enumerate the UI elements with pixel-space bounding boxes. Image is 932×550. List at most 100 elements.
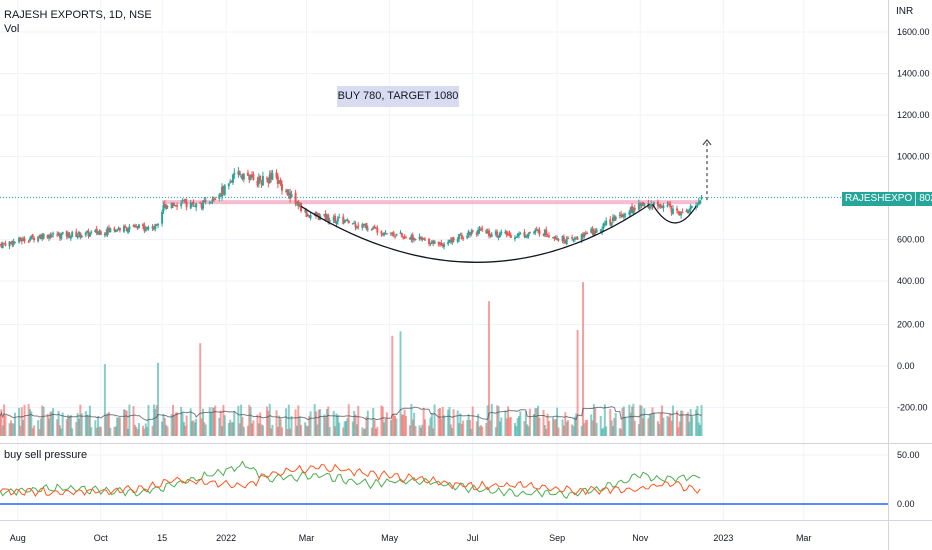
- volume-bar: [601, 428, 604, 436]
- candle-body: [76, 235, 79, 238]
- volume-bar: [343, 421, 346, 436]
- volume-bar: [572, 426, 575, 436]
- volume-bar: [376, 426, 379, 436]
- volume-bar: [71, 428, 74, 436]
- volume-bar: [152, 404, 155, 436]
- candle-body: [437, 241, 440, 244]
- volume-bar: [116, 417, 119, 436]
- volume-bar: [201, 408, 204, 436]
- price-tag-symbol: RAJESHEXPO: [845, 193, 913, 204]
- candle-body: [305, 209, 308, 217]
- candle-body: [518, 233, 520, 236]
- candle-body: [481, 228, 484, 230]
- candle-body: [114, 229, 117, 232]
- candle-body: [289, 192, 292, 199]
- candle-body: [580, 234, 583, 241]
- volume-bar: [3, 404, 6, 436]
- candle-body: [354, 224, 357, 228]
- volume-bar: [69, 415, 72, 436]
- volume-bar: [88, 405, 91, 436]
- candle-body: [633, 208, 636, 210]
- volume-bar: [399, 331, 402, 436]
- candle-body: [409, 237, 412, 239]
- candle-body: [413, 238, 416, 241]
- candle-body: [135, 225, 138, 227]
- indicator-label[interactable]: buy sell pressure: [4, 449, 88, 461]
- candle-body: [294, 192, 297, 204]
- resistance-zone: [162, 200, 702, 205]
- candle-body: [659, 204, 662, 208]
- candle-body: [259, 175, 262, 181]
- volume-bar: [105, 414, 108, 436]
- volume-bar: [505, 418, 508, 436]
- volume-bar: [238, 423, 241, 436]
- candle-body: [486, 231, 489, 234]
- candle-body: [411, 235, 414, 241]
- candle-body: [195, 203, 198, 208]
- candle-body: [542, 234, 545, 236]
- annotation-box[interactable]: BUY 780, TARGET 1080: [337, 86, 459, 107]
- volume-bar: [373, 419, 376, 436]
- candle-body: [497, 235, 500, 238]
- volume-bar: [535, 408, 538, 436]
- volume-bar: [133, 424, 136, 436]
- candle-body: [610, 222, 613, 226]
- volume-label[interactable]: Vol: [4, 23, 20, 35]
- volume-bar: [354, 414, 357, 436]
- candle-body: [105, 232, 108, 234]
- volume-bar: [575, 413, 578, 436]
- candle-body: [275, 172, 278, 178]
- volume-bar: [640, 405, 643, 436]
- candle-body: [290, 194, 293, 198]
- volume-bar: [637, 424, 640, 436]
- volume-bar: [494, 427, 497, 436]
- candle-body: [527, 233, 530, 237]
- candle-body: [332, 216, 335, 221]
- volume-bar: [319, 409, 322, 436]
- volume-bar: [542, 409, 545, 436]
- candle-body: [534, 229, 537, 233]
- candle-body: [240, 175, 243, 177]
- volume-bar: [174, 412, 177, 436]
- volume-bar: [527, 426, 530, 436]
- volume-bar: [688, 421, 691, 436]
- candle-body: [219, 194, 222, 196]
- volume-bar: [12, 423, 15, 436]
- volume-bar: [462, 420, 465, 436]
- candle-body: [1, 243, 4, 248]
- volume-bar: [509, 417, 512, 436]
- candle-body: [163, 204, 166, 208]
- volume-bar: [504, 410, 507, 436]
- volume-bar: [242, 426, 245, 436]
- volume-bar: [231, 422, 234, 436]
- candle-body: [678, 211, 681, 216]
- volume-bar: [622, 406, 625, 436]
- volume-bar: [114, 426, 117, 436]
- candle-body: [241, 175, 244, 180]
- volume-bar: [440, 418, 443, 436]
- volume-bar: [78, 418, 81, 436]
- volume-bar: [490, 403, 493, 436]
- candle-body: [384, 233, 387, 235]
- x-tick-label: Mar: [796, 533, 812, 543]
- candle-body: [624, 214, 627, 216]
- candle-body: [279, 179, 282, 185]
- volume-bar: [136, 429, 139, 436]
- candle-body: [42, 233, 45, 239]
- volume-bar: [203, 422, 206, 436]
- candle-body: [373, 226, 376, 228]
- volume-bar: [458, 423, 461, 436]
- x-tick-label: 15: [157, 533, 167, 543]
- volume-bar: [23, 404, 26, 436]
- volume-bar: [618, 428, 621, 436]
- candle-body: [297, 201, 300, 206]
- volume-bar: [523, 421, 526, 436]
- symbol-title[interactable]: RAJESH EXPORTS, 1D, NSE: [4, 9, 152, 21]
- candle-body: [430, 241, 433, 244]
- volume-bar: [221, 426, 224, 436]
- candle-body: [513, 237, 516, 240]
- volume-bar: [109, 427, 112, 436]
- candle-body: [270, 172, 273, 179]
- candle-body: [328, 220, 331, 222]
